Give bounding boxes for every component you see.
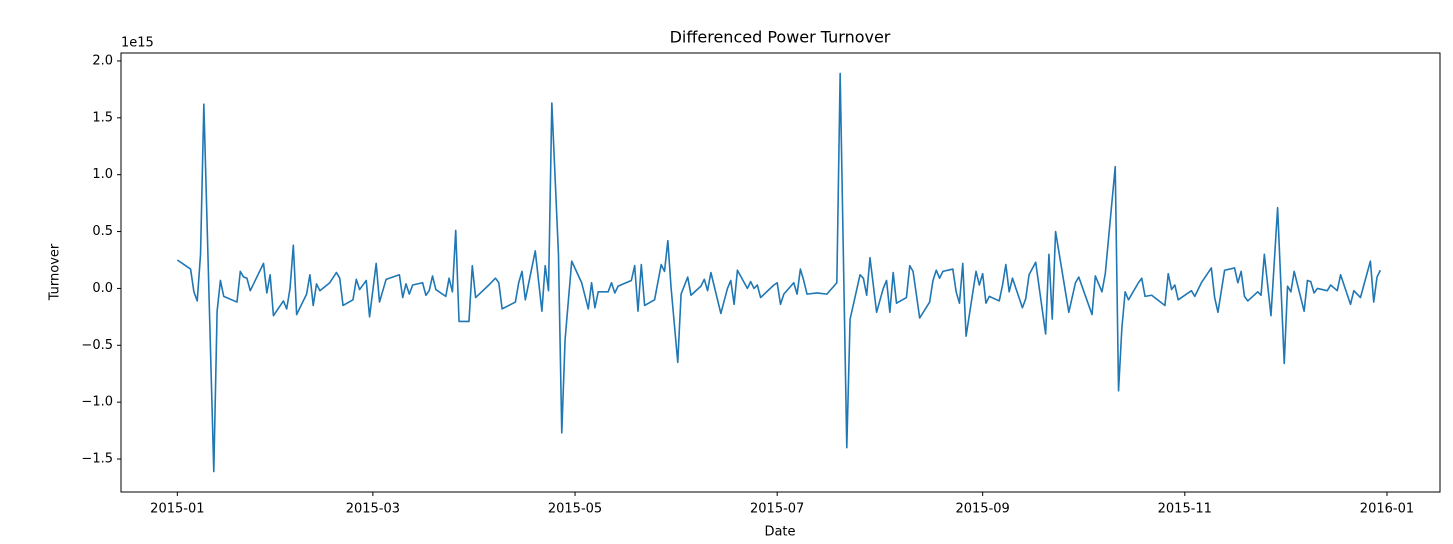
y-offset-label: 1e15 — [121, 36, 154, 51]
y-tick-label: 0.0 — [92, 281, 113, 296]
x-tick-label: 2015-09 — [955, 502, 1009, 517]
x-tick-label: 2016-01 — [1360, 502, 1414, 517]
line-series — [176, 72, 1382, 473]
plot-frame — [120, 52, 1441, 493]
x-tick-label: 2015-01 — [150, 502, 204, 517]
x-tick-label: 2015-07 — [750, 502, 804, 517]
cut-off-label: Date — [339, 0, 370, 4]
y-tick-label: −1.0 — [81, 395, 113, 410]
y-tick-label: −1.5 — [81, 452, 113, 467]
y-tick-label: 1.5 — [92, 110, 113, 125]
x-tick-label: 2015-11 — [1158, 502, 1212, 517]
y-axis-label: Turnover — [48, 243, 63, 301]
y-tick-label: −0.5 — [81, 338, 113, 353]
chart-title: Differenced Power Turnover — [670, 28, 891, 47]
y-tick-label: 0.5 — [92, 224, 113, 239]
x-tick-label: 2015-03 — [346, 502, 400, 517]
y-tick-label: 1.0 — [92, 167, 113, 182]
x-axis-label: Date — [764, 525, 795, 540]
x-tick-label: 2015-05 — [548, 502, 602, 517]
y-tick-label: 2.0 — [92, 53, 113, 68]
